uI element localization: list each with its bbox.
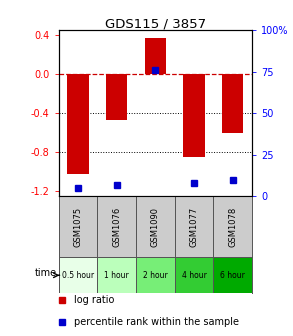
Title: GDS115 / 3857: GDS115 / 3857 (105, 17, 206, 30)
Text: GSM1090: GSM1090 (151, 207, 160, 247)
Bar (97, 196, 136, 257)
Bar (59, 196, 97, 257)
Text: log ratio: log ratio (74, 295, 115, 305)
Text: GSM1077: GSM1077 (190, 207, 198, 247)
Bar (175, 257, 213, 293)
Bar (175, 196, 213, 257)
Bar (136, 196, 175, 257)
Bar (213, 257, 252, 293)
Bar (67, 74, 88, 174)
Bar (183, 74, 205, 157)
Text: GSM1075: GSM1075 (74, 207, 82, 247)
Bar (145, 38, 166, 74)
Text: GSM1078: GSM1078 (228, 207, 237, 247)
Bar (136, 257, 175, 293)
Bar (213, 196, 252, 257)
Text: 0.5 hour: 0.5 hour (62, 271, 94, 280)
Text: 6 hour: 6 hour (220, 271, 245, 280)
Text: 2 hour: 2 hour (143, 271, 168, 280)
Bar (106, 74, 127, 120)
Text: 1 hour: 1 hour (104, 271, 129, 280)
Bar (59, 257, 97, 293)
Bar (97, 257, 136, 293)
Text: 4 hour: 4 hour (182, 271, 206, 280)
Text: GSM1076: GSM1076 (112, 207, 121, 247)
Text: percentile rank within the sample: percentile rank within the sample (74, 317, 239, 327)
Bar (222, 74, 243, 133)
Text: time: time (35, 268, 57, 279)
